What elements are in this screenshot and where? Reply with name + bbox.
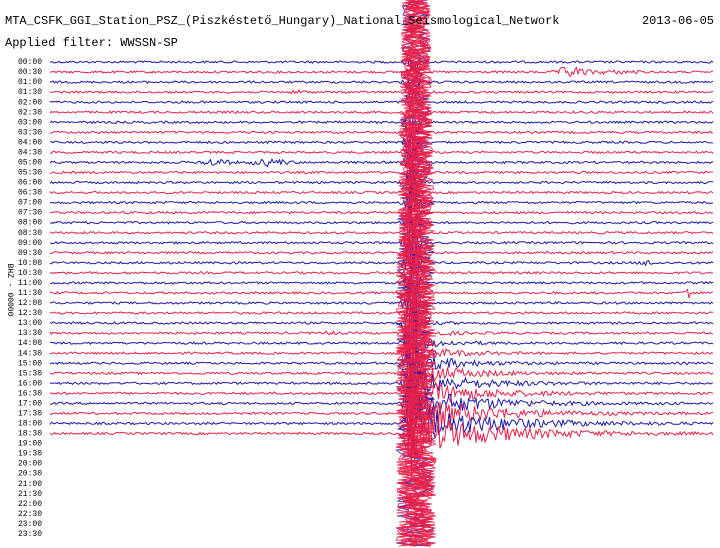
row-label: 08:00 xyxy=(18,219,42,228)
trace xyxy=(49,88,714,112)
trace xyxy=(49,148,714,183)
row-label: 04:30 xyxy=(18,148,42,157)
row-label: 08:30 xyxy=(18,229,42,238)
row-label: 16:00 xyxy=(18,379,42,388)
row-label: 09:30 xyxy=(18,249,42,258)
trace xyxy=(49,331,714,413)
row-label: 12:30 xyxy=(18,309,42,318)
row-label: 07:00 xyxy=(18,199,42,208)
trace xyxy=(49,60,714,83)
trace xyxy=(49,217,714,256)
trace xyxy=(49,229,714,289)
event-burst xyxy=(395,0,436,547)
trace xyxy=(49,355,714,429)
trace xyxy=(49,403,714,447)
row-label: 15:00 xyxy=(18,359,42,368)
event-burst xyxy=(396,0,435,547)
trace xyxy=(49,378,714,455)
trace xyxy=(49,96,714,126)
row-label: 19:30 xyxy=(18,450,42,459)
date: 2013-06-05 xyxy=(642,14,714,28)
row-label: 01:30 xyxy=(18,88,42,97)
trace xyxy=(49,293,713,339)
title: MTA_CSFK_GGI_Station_PSZ_(Piszkéstető_Hu… xyxy=(5,14,560,28)
trace xyxy=(49,237,714,275)
row-label: 03:00 xyxy=(18,118,42,127)
trace xyxy=(49,212,714,268)
row-label: 00:00 xyxy=(18,58,42,67)
row-label: 14:00 xyxy=(18,339,42,348)
row-label: 03:30 xyxy=(18,128,42,137)
trace xyxy=(49,183,714,214)
row-label: 09:00 xyxy=(18,239,42,248)
row-label: 23:30 xyxy=(18,530,42,539)
row-label: 15:30 xyxy=(18,369,42,378)
trace xyxy=(49,306,714,359)
trace xyxy=(49,382,714,479)
row-label: 02:00 xyxy=(18,98,42,107)
trace xyxy=(49,73,714,94)
trace xyxy=(49,202,714,239)
row-label: 10:00 xyxy=(18,259,42,268)
event-burst xyxy=(395,0,437,547)
row-label: 10:30 xyxy=(18,269,42,278)
row-label: 01:00 xyxy=(18,78,42,87)
axis-label: BHZ - 00000 xyxy=(5,264,14,317)
row-label: 13:30 xyxy=(18,329,42,338)
trace xyxy=(49,79,714,108)
row-label: 20:00 xyxy=(18,460,42,469)
trace xyxy=(49,129,714,153)
row-label: 14:30 xyxy=(18,349,42,358)
trace xyxy=(49,163,714,197)
row-label: 06:30 xyxy=(18,189,42,198)
row-label: 16:30 xyxy=(18,389,42,398)
row-label: 23:00 xyxy=(18,520,42,529)
row-label: 22:30 xyxy=(18,510,42,519)
trace xyxy=(49,116,714,141)
row-label: 02:30 xyxy=(18,108,42,117)
row-label: 21:00 xyxy=(18,480,42,489)
row-labels: 00:0000:3001:0001:3002:0002:3003:0003:30… xyxy=(18,58,42,539)
trace xyxy=(49,247,714,304)
trace xyxy=(49,116,714,139)
row-label: 11:30 xyxy=(18,289,42,298)
row-label: 05:00 xyxy=(18,159,42,168)
trace xyxy=(49,191,714,226)
trace xyxy=(49,379,714,430)
row-label: 05:30 xyxy=(18,169,42,178)
trace xyxy=(49,376,714,439)
row-label: 17:00 xyxy=(18,399,42,408)
row-label: 17:30 xyxy=(18,410,42,419)
row-label: 18:00 xyxy=(18,420,42,429)
event-burst xyxy=(395,0,437,547)
trace xyxy=(49,134,714,174)
row-label: 00:30 xyxy=(18,68,42,77)
trace xyxy=(49,330,714,403)
trace xyxy=(49,300,714,348)
row-label: 07:30 xyxy=(18,209,42,218)
row-label: 21:30 xyxy=(18,490,42,499)
trace xyxy=(49,313,714,388)
row-label: 13:00 xyxy=(18,319,42,328)
trace xyxy=(49,167,714,214)
trace xyxy=(49,255,714,304)
row-label: 11:00 xyxy=(18,279,42,288)
traces xyxy=(49,0,714,547)
row-label: 06:00 xyxy=(18,179,42,188)
row-label: 20:30 xyxy=(18,470,42,479)
trace xyxy=(49,266,714,331)
filter: Applied filter: WWSSN-SP xyxy=(5,36,178,50)
row-label: 19:00 xyxy=(18,440,42,449)
trace xyxy=(49,281,714,307)
trace xyxy=(50,155,714,189)
trace xyxy=(49,56,714,73)
row-label: 18:30 xyxy=(18,430,42,439)
event-burst xyxy=(396,0,437,547)
row-label: 04:00 xyxy=(18,138,42,147)
row-label: 22:00 xyxy=(18,500,42,509)
row-label: 12:00 xyxy=(18,299,42,308)
trace xyxy=(49,290,714,367)
